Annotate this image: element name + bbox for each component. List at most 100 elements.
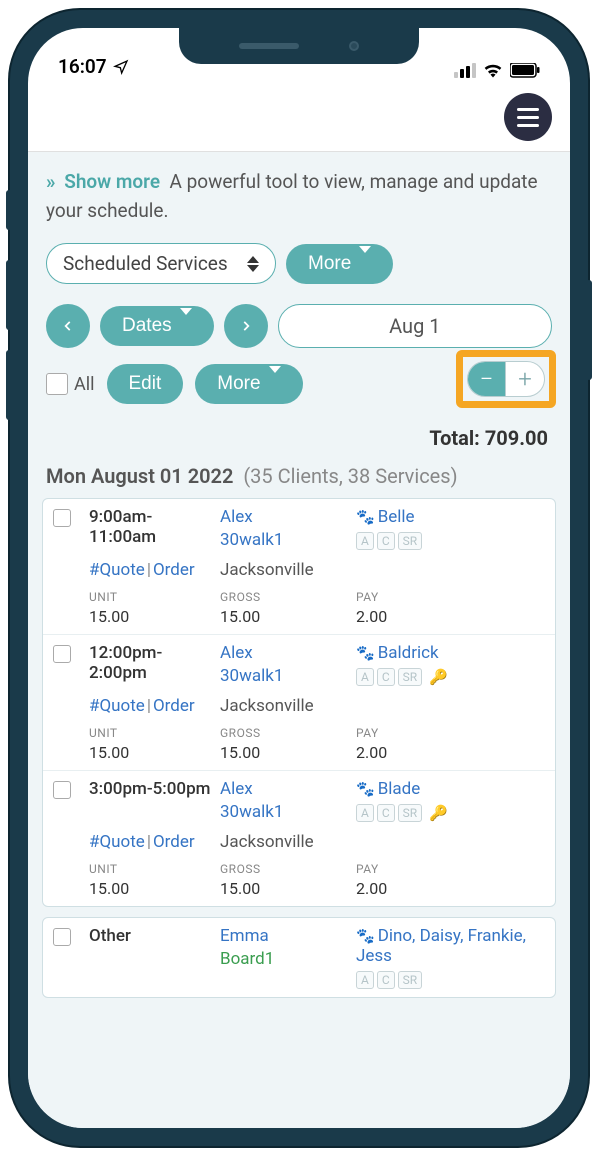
caret-down-icon: [180, 315, 192, 337]
zoom-in-button[interactable]: +: [506, 362, 544, 396]
order-link[interactable]: Order: [153, 696, 195, 716]
order-link[interactable]: Order: [153, 560, 195, 580]
paw-icon: 🐾: [356, 508, 375, 526]
service-card: 9:00am-11:00amAlex30walk1🐾BelleACSR#Quot…: [42, 498, 556, 907]
gross-label: GROSS: [220, 726, 350, 740]
service-time: Other: [89, 926, 214, 946]
service-row: 3:00pm-5:00pm Alex 30walk1 🐾Blade ACSR🔑 #Quot…: [43, 771, 555, 906]
chevron-double-icon: »: [46, 170, 56, 193]
pay-value: 2.00: [356, 743, 545, 762]
staff-link[interactable]: Alex: [220, 779, 350, 799]
service-link[interactable]: 30walk1: [220, 802, 350, 822]
paw-icon: 🐾: [356, 927, 375, 945]
menu-button[interactable]: [504, 93, 552, 141]
sort-icon: [247, 256, 259, 272]
total-value: 709.00: [485, 426, 548, 450]
staff-link[interactable]: Alex: [220, 643, 350, 663]
unit-value: 15.00: [89, 607, 214, 626]
unit-label: UNIT: [89, 726, 214, 740]
battery-icon: [510, 63, 540, 78]
intro-text: » Show more A powerful tool to view, man…: [28, 152, 570, 237]
next-date-button[interactable]: [224, 304, 268, 348]
service-row: 12:00pm-2:00pmAlex30walk1🐾BaldrickACSR🔑#…: [43, 635, 555, 771]
service-filter-select[interactable]: Scheduled Services: [46, 243, 276, 284]
badge: C: [377, 668, 395, 686]
side-button: [6, 260, 12, 330]
pet-name: 🐾Blade: [356, 779, 545, 799]
edit-more-button[interactable]: More: [195, 364, 302, 404]
badge: SR: [398, 668, 423, 686]
side-button: [6, 190, 12, 230]
quote-link[interactable]: #Quote: [89, 832, 145, 852]
status-time: 16:07: [58, 55, 107, 78]
pay-label: PAY: [356, 590, 545, 604]
badge: A: [356, 532, 374, 550]
gross-label: GROSS: [220, 590, 350, 604]
quote-link[interactable]: #Quote: [89, 560, 145, 580]
pet-link[interactable]: Blade: [378, 779, 421, 799]
quote-order-links: #Quote|Order: [89, 696, 214, 716]
service-link[interactable]: 30walk1: [220, 666, 350, 686]
row-checkbox[interactable]: [53, 781, 71, 799]
edit-more-label: More: [217, 373, 260, 395]
app-content: » Show more A powerful tool to view, man…: [28, 83, 570, 1128]
edit-button[interactable]: Edit: [107, 364, 184, 404]
pet-link[interactable]: Belle: [378, 507, 415, 527]
city: Jacksonville: [220, 560, 350, 580]
select-all-checkbox[interactable]: [46, 373, 68, 395]
pay-label: PAY: [356, 862, 545, 876]
service-link[interactable]: 30walk1: [220, 530, 350, 550]
wifi-icon: [483, 62, 503, 78]
select-all-label: All: [74, 374, 95, 395]
pet-link[interactable]: Dino, Daisy, Frankie, Jess: [356, 926, 526, 966]
order-link[interactable]: Order: [153, 832, 195, 852]
caret-down-icon: [269, 373, 281, 395]
side-button: [586, 280, 592, 380]
signal-icon: [454, 63, 476, 78]
badge: C: [377, 971, 395, 989]
city: Jacksonville: [220, 832, 350, 852]
zoom-out-button[interactable]: −: [468, 362, 506, 396]
camera: [349, 41, 359, 51]
cards-container: 9:00am-11:00amAlex30walk1🐾BelleACSR#Quot…: [28, 498, 570, 998]
prev-date-button[interactable]: [46, 304, 90, 348]
filter-more-button[interactable]: More: [286, 244, 393, 284]
edit-controls: All Edit More − +: [28, 354, 570, 414]
city: Jacksonville: [220, 696, 350, 716]
unit-label: UNIT: [89, 590, 214, 604]
show-more-link[interactable]: Show more: [64, 170, 160, 193]
pet-link[interactable]: Baldrick: [378, 643, 439, 663]
location-icon: [113, 59, 129, 75]
dates-button[interactable]: Dates: [100, 306, 214, 346]
notch: [179, 28, 419, 64]
badge: SR: [398, 532, 423, 550]
row-checkbox[interactable]: [53, 928, 71, 946]
total-label: Total:: [429, 426, 479, 450]
row-checkbox[interactable]: [53, 645, 71, 663]
app-header: [28, 83, 570, 152]
service-time: 3:00pm-5:00pm: [89, 779, 214, 799]
side-button: [6, 350, 12, 420]
badges: ACSR🔑: [356, 804, 545, 822]
key-icon: 🔑: [429, 804, 448, 822]
current-date-display[interactable]: Aug 1: [278, 304, 552, 348]
service-time: 9:00am-11:00am: [89, 507, 214, 547]
service-row: Other Emma Board1 🐾Dino, Daisy, Frankie, Je…: [43, 918, 555, 997]
edit-label: Edit: [129, 373, 162, 395]
row-checkbox[interactable]: [53, 509, 71, 527]
quote-order-links: #Quote|Order: [89, 560, 214, 580]
staff-link[interactable]: Emma: [220, 926, 350, 946]
dates-label: Dates: [122, 315, 172, 337]
staff-link[interactable]: Alex: [220, 507, 350, 527]
filter-more-label: More: [308, 253, 351, 275]
badge: A: [356, 804, 374, 822]
unit-label: UNIT: [89, 862, 214, 876]
screen: 16:07 » Show more A powerful tool to vie…: [28, 28, 570, 1128]
pay-value: 2.00: [356, 607, 545, 626]
total-row: Total: 709.00: [28, 414, 570, 458]
quote-link[interactable]: #Quote: [89, 696, 145, 716]
pet-name: 🐾Baldrick: [356, 643, 545, 663]
date-header: Mon August 01 2022 (35 Clients, 38 Servi…: [28, 458, 570, 498]
zoom-control: − +: [467, 361, 545, 397]
service-link[interactable]: Board1: [220, 949, 350, 969]
